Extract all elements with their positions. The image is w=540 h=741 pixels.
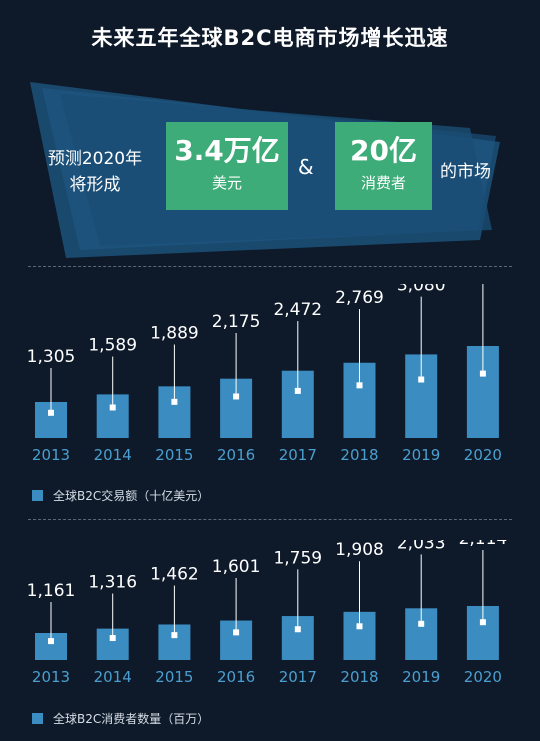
- tick-label: 2017: [279, 668, 317, 686]
- prediction-line-1: 预测2020年: [47, 149, 143, 169]
- leader-dot: [171, 398, 178, 405]
- leader-dot: [356, 623, 363, 630]
- tick-label: 2013: [32, 446, 70, 464]
- tick-label: 2017: [279, 446, 317, 464]
- page-title: 未来五年全球B2C电商市场增长迅速: [91, 26, 449, 50]
- data-label: 1,889: [150, 324, 199, 344]
- data-label: 2,472: [273, 300, 322, 320]
- market-text: 的市场: [440, 162, 491, 182]
- leader-dot: [109, 404, 116, 411]
- leader-dot: [109, 635, 116, 642]
- data-label: 1,759: [273, 548, 322, 568]
- data-label: 1,316: [88, 573, 137, 593]
- legend-swatch: [32, 713, 43, 724]
- legend-label: 全球B2C交易额（十亿美元）: [53, 489, 210, 503]
- leader-dot: [479, 370, 486, 377]
- leader-dot: [48, 638, 54, 645]
- tick-label: 2014: [94, 446, 132, 464]
- data-label: 2,033: [397, 540, 446, 553]
- tick-label: 2018: [340, 668, 378, 686]
- trade-volume-unit: 美元: [211, 174, 242, 192]
- legend-label: 全球B2C消费者数量（百万）: [53, 712, 210, 726]
- consumer-chart-svg: 1,161 2013 1,316 2014 1,462 2015 1,601 2016 1,75…: [27, 540, 508, 686]
- leader-dot: [479, 619, 486, 626]
- leader-dot: [48, 409, 54, 416]
- tick-label: 2016: [217, 446, 255, 464]
- tick-label: 2020: [464, 668, 502, 686]
- consumer-unit: 消费者: [360, 174, 406, 192]
- ampersand: &: [298, 155, 314, 179]
- consumer-value: 20亿: [350, 134, 417, 167]
- data-label: 2,175: [212, 312, 261, 332]
- leader-dot: [418, 620, 425, 627]
- data-label: 2,114: [459, 540, 508, 549]
- consumer-box: 20亿 消费者: [335, 122, 432, 210]
- legend-swatch: [32, 490, 43, 501]
- data-label: 1,462: [150, 565, 199, 585]
- tick-label: 2014: [94, 668, 132, 686]
- data-label: 1,161: [27, 581, 76, 601]
- consumer-chart: 1,161 2013 1,316 2014 1,462 2015 1,601 2016 1,75…: [0, 540, 540, 695]
- tick-label: 2015: [155, 446, 193, 464]
- tick-label: 2018: [340, 446, 378, 464]
- data-label: 1,908: [335, 540, 384, 560]
- prediction-text: 预测2020年 将形成: [30, 146, 160, 198]
- prediction-line-2: 将形成: [69, 175, 121, 195]
- tick-label: 2020: [464, 446, 502, 464]
- trade-volume-chart: 1,305 2013 1,589 2014 1,889 2015 2,175 2016 2,47…: [0, 284, 540, 469]
- data-label: 2,769: [335, 288, 384, 308]
- leader-dot: [294, 626, 301, 633]
- leader-dot: [356, 382, 363, 389]
- leader-dot: [171, 632, 178, 639]
- leader-dot: [294, 387, 301, 394]
- trade-volume-box: 3.4万亿 美元: [166, 122, 288, 210]
- leader-dot: [233, 629, 240, 636]
- data-label: 3,080: [397, 284, 446, 296]
- tick-label: 2016: [217, 668, 255, 686]
- tick-label: 2019: [402, 668, 440, 686]
- tick-label: 2019: [402, 446, 440, 464]
- tick-label: 2013: [32, 668, 70, 686]
- divider-bottom: [28, 519, 512, 520]
- trade-volume-value: 3.4万亿: [174, 134, 280, 167]
- trade-volume-legend: 全球B2C交易额（十亿美元）: [32, 487, 209, 504]
- data-label: 1,305: [27, 347, 76, 367]
- leader-dot: [418, 376, 425, 383]
- leader-dot: [233, 393, 240, 400]
- data-label: 1,601: [212, 557, 261, 577]
- data-label: 1,589: [88, 336, 137, 356]
- divider-top: [28, 266, 512, 267]
- consumer-legend: 全球B2C消费者数量（百万）: [32, 710, 209, 727]
- tick-label: 2015: [155, 668, 193, 686]
- trade-volume-chart-svg: 1,305 2013 1,589 2014 1,889 2015 2,175 2016 2,47…: [27, 284, 502, 464]
